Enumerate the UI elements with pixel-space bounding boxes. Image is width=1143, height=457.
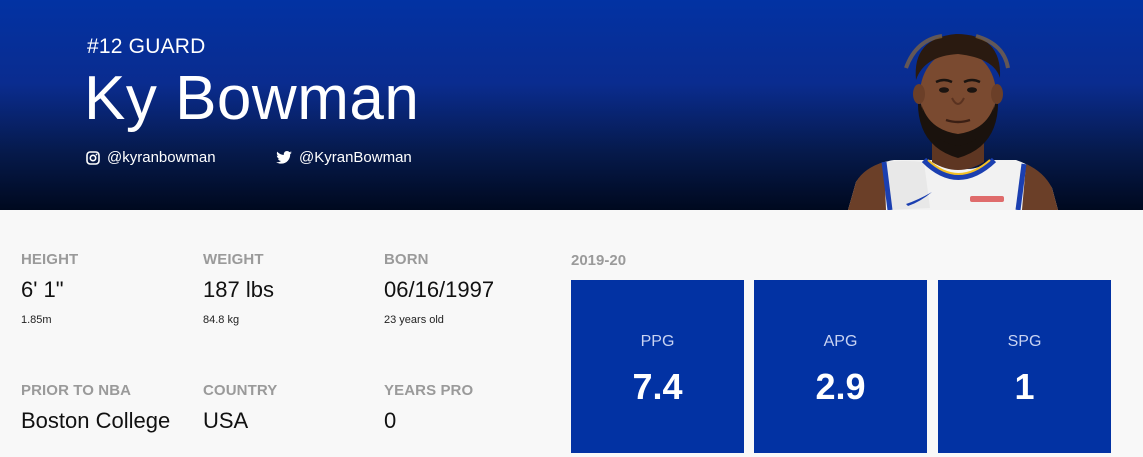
country-block: COUNTRY USA bbox=[203, 382, 277, 434]
stat-tile-label: APG bbox=[823, 333, 858, 350]
stat-tile-value: 2.9 bbox=[815, 366, 866, 407]
prior-block: PRIOR TO NBA Boston College bbox=[21, 382, 170, 434]
weight-label: WEIGHT bbox=[203, 251, 264, 268]
years-pro-label: YEARS PRO bbox=[384, 382, 474, 399]
instagram-icon bbox=[86, 150, 100, 165]
height-block: HEIGHT 6' 1" 1.85m bbox=[21, 251, 78, 326]
weight-metric: 84.8 kg bbox=[203, 314, 240, 326]
country-value: USA bbox=[203, 408, 249, 433]
player-name: Ky Bowman bbox=[84, 64, 420, 133]
stat-tile-label: PPG bbox=[640, 333, 675, 350]
prior-value: Boston College bbox=[21, 408, 171, 433]
stat-tile-value: 1 bbox=[1014, 366, 1035, 407]
born-value: 06/16/1997 bbox=[384, 277, 495, 302]
stat-tile-label: SPG bbox=[1007, 333, 1042, 350]
player-info-panel: HEIGHT 6' 1" 1.85m WEIGHT 187 lbs 84.8 k… bbox=[0, 210, 1143, 457]
weight-block: WEIGHT 187 lbs 84.8 kg bbox=[203, 251, 274, 326]
years-pro-block: YEARS PRO 0 bbox=[384, 382, 473, 434]
stat-tile-ppg: PPG 7.4 bbox=[571, 280, 744, 453]
season-label: 2019-20 bbox=[571, 252, 627, 269]
height-label: HEIGHT bbox=[21, 251, 79, 268]
jersey-position: #12 GUARD bbox=[87, 35, 206, 58]
twitter-icon bbox=[276, 151, 292, 164]
height-value: 6' 1" bbox=[21, 277, 64, 302]
player-hero-banner: #12 GUARD Ky Bowman @kyranbowman @KyranB… bbox=[0, 0, 1143, 210]
country-label: COUNTRY bbox=[203, 382, 278, 399]
stat-tile-apg: APG 2.9 bbox=[754, 280, 927, 453]
born-label: BORN bbox=[384, 251, 429, 268]
instagram-link[interactable]: @kyranbowman bbox=[86, 149, 216, 166]
prior-label: PRIOR TO NBA bbox=[21, 382, 132, 399]
weight-value: 187 lbs bbox=[203, 277, 274, 302]
height-metric: 1.85m bbox=[21, 314, 52, 326]
twitter-handle: @KyranBowman bbox=[299, 149, 412, 166]
player-headshot bbox=[848, 34, 1058, 210]
stat-tile-spg: SPG 1 bbox=[938, 280, 1111, 453]
stat-tile-value: 7.4 bbox=[632, 366, 683, 407]
twitter-link[interactable]: @KyranBowman bbox=[276, 149, 412, 166]
born-block: BORN 06/16/1997 23 years old bbox=[384, 251, 494, 326]
age-value: 23 years old bbox=[384, 314, 444, 326]
years-pro-value: 0 bbox=[384, 408, 397, 433]
instagram-handle: @kyranbowman bbox=[107, 149, 216, 166]
